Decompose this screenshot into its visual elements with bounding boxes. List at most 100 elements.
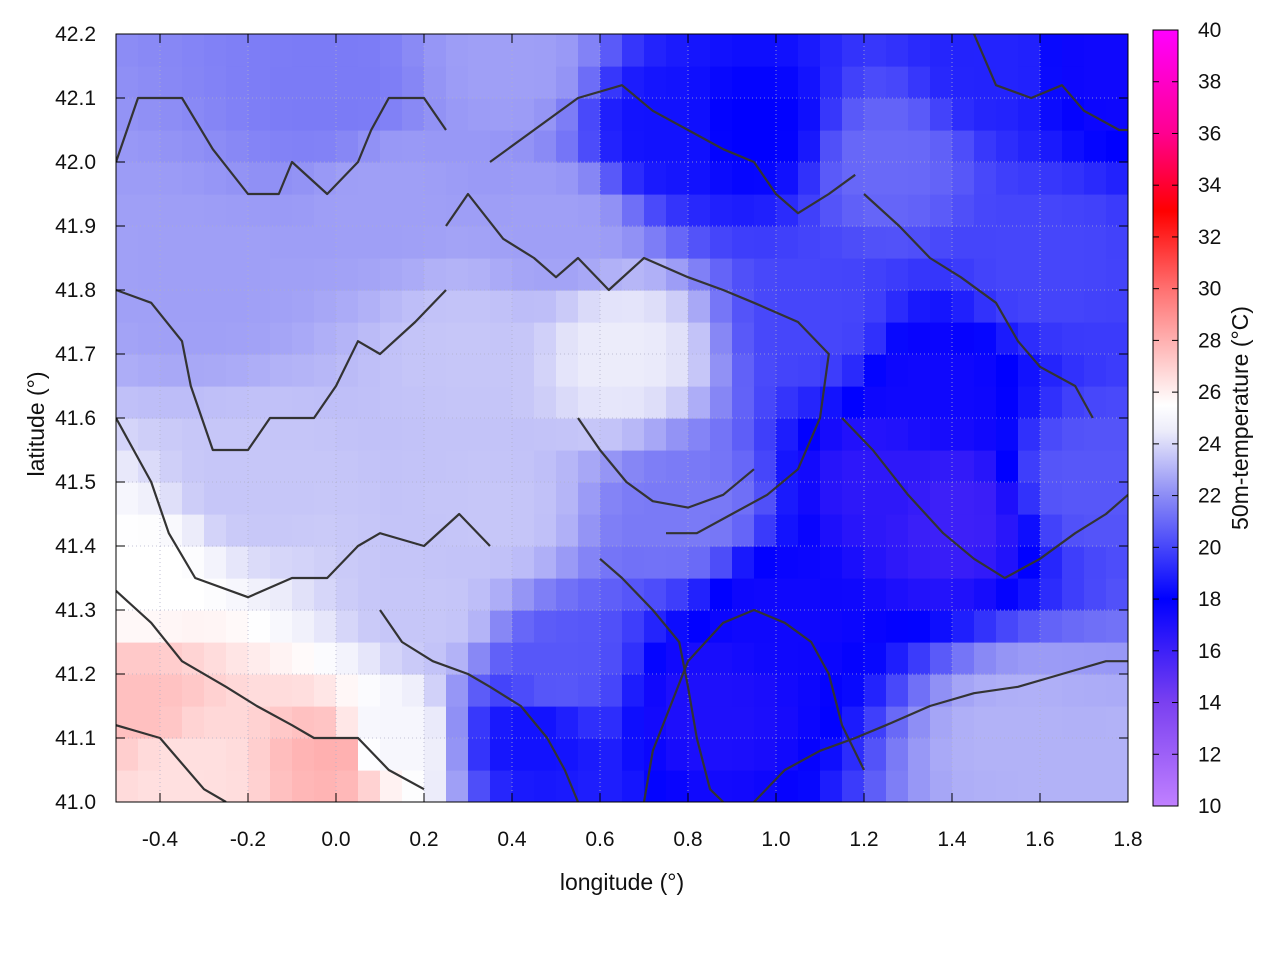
heat-cell (666, 258, 689, 291)
heat-cell (578, 66, 601, 99)
heat-cell (754, 770, 777, 802)
heat-cell (754, 706, 777, 739)
heat-cell (1062, 706, 1085, 739)
heat-cell (820, 642, 843, 675)
heat-cell (204, 386, 227, 419)
heat-cell (468, 514, 491, 547)
heat-cell (864, 354, 887, 387)
heat-cell (204, 738, 227, 771)
heat-cell (842, 34, 865, 67)
y-tick-label: 41.9 (55, 215, 96, 238)
heat-cell (116, 546, 139, 579)
heat-cell (402, 706, 425, 739)
heat-cell (644, 194, 667, 227)
heat-cell (578, 162, 601, 195)
heat-cell (688, 610, 711, 643)
heat-cell (842, 482, 865, 515)
colorbar-tick-label: 40 (1198, 19, 1221, 42)
heat-cell (204, 354, 227, 387)
heat-cell (732, 162, 755, 195)
heat-cell (446, 546, 469, 579)
heat-cell (138, 610, 161, 643)
heat-cell (1018, 450, 1041, 483)
heat-cell (1084, 258, 1107, 291)
heat-cell (512, 738, 535, 771)
heat-cell (732, 578, 755, 611)
heat-cell (160, 706, 183, 739)
heat-cell (1018, 162, 1041, 195)
heat-cell (776, 226, 799, 259)
heat-cell (402, 738, 425, 771)
heat-cell (974, 514, 997, 547)
heat-cell (996, 706, 1019, 739)
heat-cell (842, 770, 865, 802)
x-tick-label: 1.6 (1025, 828, 1054, 851)
heat-cell (798, 258, 821, 291)
heat-cell (886, 706, 909, 739)
heat-cell (688, 98, 711, 131)
heat-cell (974, 258, 997, 291)
heat-cell (270, 258, 293, 291)
heat-cell (710, 226, 733, 259)
heat-cell (1040, 482, 1063, 515)
heat-cell (996, 514, 1019, 547)
heat-cell (468, 162, 491, 195)
heat-cell (138, 642, 161, 675)
heat-cell (160, 322, 183, 355)
heat-cell (248, 738, 271, 771)
heat-cell (468, 674, 491, 707)
heat-cell (974, 706, 997, 739)
heat-cell (1106, 322, 1128, 355)
heat-cell (490, 226, 513, 259)
heat-cell (1040, 738, 1063, 771)
heat-cell (864, 66, 887, 99)
heat-cell (446, 386, 469, 419)
heat-cell (996, 418, 1019, 451)
heat-cell (644, 546, 667, 579)
heat-cell (754, 386, 777, 419)
heat-cell (380, 450, 403, 483)
heat-cell (776, 66, 799, 99)
heat-cell (534, 706, 557, 739)
heat-cell (864, 258, 887, 291)
heat-cell (864, 738, 887, 771)
heat-cell (622, 706, 645, 739)
heat-cell (534, 290, 557, 323)
heat-cell (512, 514, 535, 547)
heat-cell (996, 578, 1019, 611)
heat-cell (490, 98, 513, 131)
heat-cell (182, 290, 205, 323)
heat-cell (1018, 770, 1041, 802)
heat-cell (1084, 674, 1107, 707)
heat-cell (556, 450, 579, 483)
heat-cell (1084, 322, 1107, 355)
heat-cell (1106, 194, 1128, 227)
heat-cell (886, 386, 909, 419)
heat-cell (138, 418, 161, 451)
heat-cell (490, 770, 513, 802)
heat-cell (270, 450, 293, 483)
heat-cell (380, 674, 403, 707)
heat-cell (996, 770, 1019, 802)
heat-cell (930, 66, 953, 99)
heat-cell (204, 610, 227, 643)
heat-cell (182, 34, 205, 67)
heat-cell (1062, 738, 1085, 771)
heat-cell (710, 706, 733, 739)
heat-cell (776, 194, 799, 227)
heat-cell (974, 322, 997, 355)
x-tick-label: 1.0 (761, 828, 790, 851)
heat-cell (952, 354, 975, 387)
heat-cell (336, 450, 359, 483)
heat-cell (226, 194, 249, 227)
heat-cell (314, 130, 337, 163)
heat-cell (710, 34, 733, 67)
colorbar-ticks: 10 12 14 16 18 20 22 24 26 28 30 32 34 36 38 40 (1153, 19, 1222, 818)
heat-cell (314, 66, 337, 99)
heat-cell (226, 130, 249, 163)
heat-cell (490, 258, 513, 291)
heat-cell (116, 706, 139, 739)
heat-cell (270, 226, 293, 259)
heat-cell (864, 98, 887, 131)
heat-cell (820, 226, 843, 259)
